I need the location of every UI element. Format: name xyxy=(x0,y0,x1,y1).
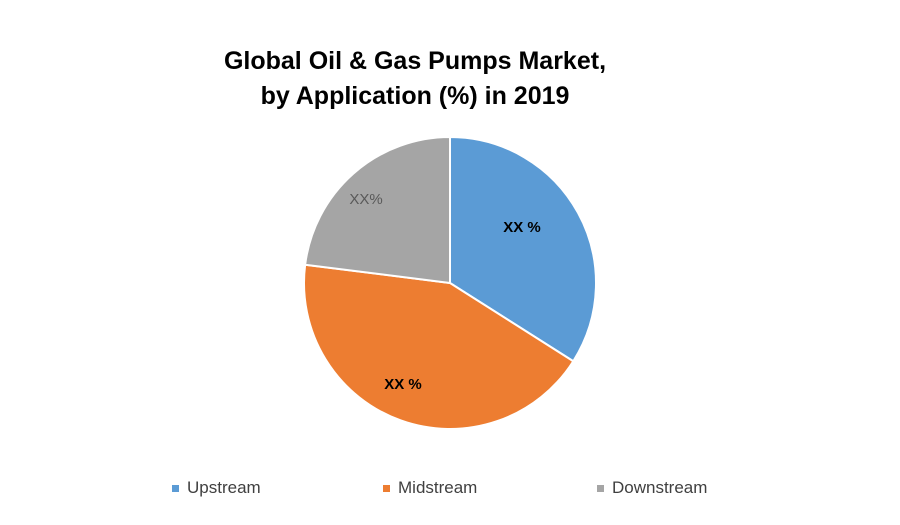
legend-label-upstream: Upstream xyxy=(187,478,261,497)
data-label-midstream: XX % xyxy=(384,376,422,393)
pie-slice-downstream xyxy=(304,135,451,285)
pie-slice-midstream xyxy=(303,263,575,430)
data-label-downstream: XX% xyxy=(349,191,382,208)
chart-title-line-2: by Application (%) in 2019 xyxy=(260,82,570,110)
data-label-upstream: XX % xyxy=(503,219,541,236)
chart-title-line-1: Global Oil & Gas Pumps Market, xyxy=(223,47,607,75)
legend-swatch-midstream xyxy=(383,484,390,492)
legend-swatch-downstream xyxy=(597,484,604,492)
legend-item-upstream: Upstream xyxy=(172,478,261,498)
legend-label-downstream: Downstream xyxy=(612,478,708,497)
legend-swatch-upstream xyxy=(172,484,179,492)
legend-item-midstream: Midstream xyxy=(383,478,477,498)
legend-item-downstream: Downstream xyxy=(597,478,707,498)
legend-label-midstream: Midstream xyxy=(398,478,478,497)
